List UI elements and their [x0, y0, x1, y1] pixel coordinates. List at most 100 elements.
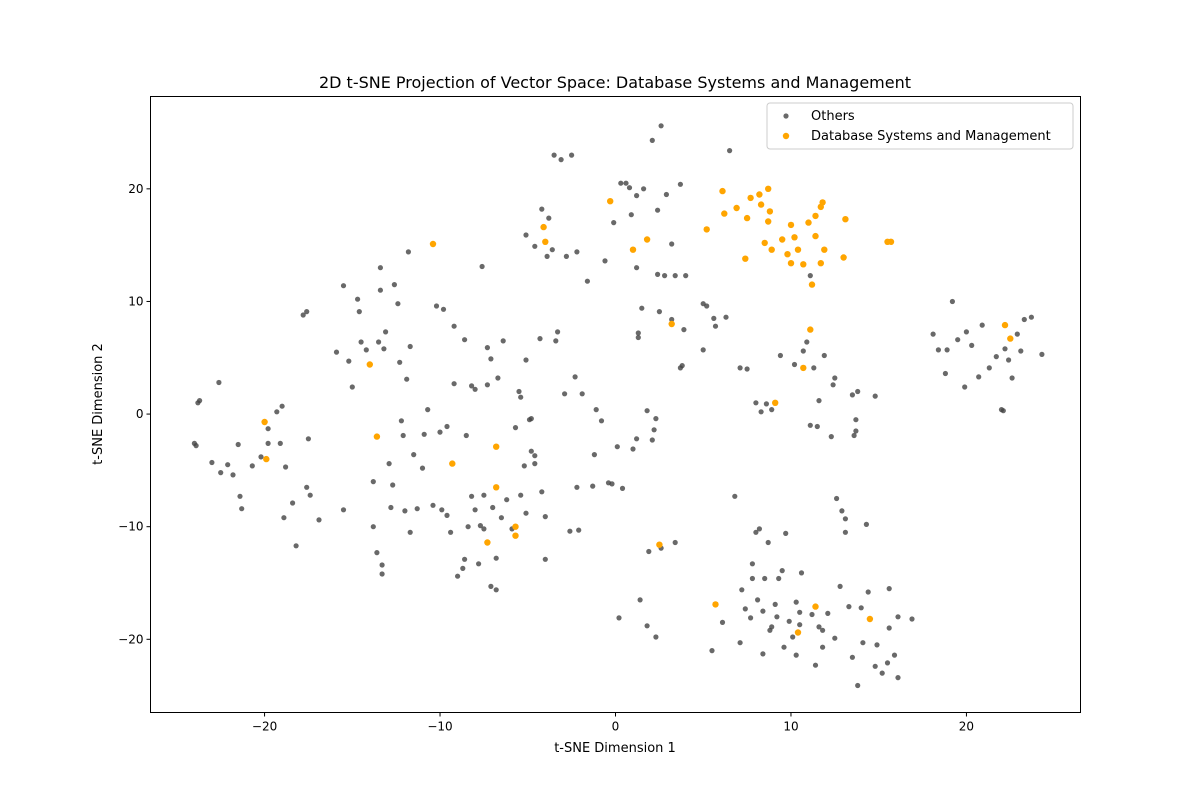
point-others: [656, 309, 663, 315]
point-database-systems: [765, 218, 772, 225]
point-others: [532, 461, 538, 467]
point-others: [860, 640, 866, 646]
point-others: [855, 388, 861, 395]
legend-marker-database: [782, 132, 790, 140]
point-others: [370, 479, 376, 485]
point-database-systems: [821, 246, 828, 253]
point-others: [609, 481, 615, 487]
point-others: [742, 606, 748, 612]
point-database-systems: [819, 199, 826, 206]
point-others: [598, 418, 605, 424]
point-others: [839, 508, 845, 514]
point-others: [616, 615, 622, 621]
point-others: [398, 418, 404, 424]
point-others: [865, 589, 871, 595]
legend-label-others: Others: [811, 109, 855, 124]
point-others: [655, 207, 661, 213]
point-others: [376, 339, 382, 345]
point-others: [546, 215, 552, 221]
point-others: [879, 670, 885, 676]
point-others: [634, 265, 640, 271]
point-others: [469, 383, 475, 389]
point-others: [611, 220, 617, 226]
point-database-systems: [787, 260, 795, 267]
point-others: [828, 434, 834, 440]
point-others: [340, 507, 347, 513]
point-database-systems: [765, 185, 772, 192]
y-tick-label: 20: [128, 182, 143, 196]
point-others: [651, 427, 657, 433]
point-database-systems: [742, 255, 749, 262]
point-others: [637, 597, 643, 603]
point-database-systems: [1001, 321, 1009, 329]
point-others: [197, 398, 203, 404]
point-others: [477, 523, 483, 529]
point-others: [1006, 357, 1012, 363]
point-others: [574, 249, 580, 255]
point-others: [711, 315, 717, 321]
point-database-systems: [761, 239, 768, 247]
point-others: [986, 365, 992, 371]
point-others: [523, 232, 529, 238]
point-database-systems: [772, 399, 779, 406]
point-others: [218, 470, 224, 476]
point-database-systems: [887, 238, 895, 245]
point-others: [812, 662, 819, 668]
point-others: [239, 506, 245, 512]
point-others: [774, 614, 780, 620]
point-others: [305, 436, 311, 442]
point-others: [274, 409, 280, 415]
point-others: [930, 331, 936, 337]
point-others: [814, 423, 820, 430]
point-others: [944, 347, 950, 353]
point-others: [853, 428, 859, 434]
point-database-systems: [766, 208, 774, 215]
point-others: [349, 384, 355, 390]
point-others: [1039, 351, 1045, 357]
point-others: [523, 510, 529, 516]
point-others: [498, 515, 504, 521]
point-database-systems: [807, 326, 814, 333]
point-others: [346, 358, 352, 364]
point-others: [528, 448, 534, 454]
point-database-systems: [805, 219, 812, 226]
point-database-systems: [812, 603, 819, 610]
point-others: [976, 374, 982, 380]
point-database-systems: [703, 226, 710, 233]
point-others: [820, 627, 826, 633]
point-others: [797, 609, 803, 615]
point-others: [279, 403, 285, 409]
point-database-systems: [493, 484, 500, 491]
point-others: [681, 327, 687, 333]
point-others: [390, 482, 396, 488]
point-others: [762, 575, 768, 582]
point-others: [407, 529, 413, 535]
point-others: [383, 329, 389, 335]
point-others: [769, 407, 775, 413]
point-others: [448, 529, 454, 535]
point-others: [433, 303, 440, 309]
point-others: [630, 446, 636, 452]
point-others: [1009, 375, 1015, 381]
point-database-systems: [733, 204, 740, 212]
point-database-systems: [794, 246, 802, 253]
x-tick-label: 20: [959, 720, 974, 734]
point-others: [679, 363, 685, 369]
point-others: [225, 462, 231, 468]
point-others: [304, 484, 310, 490]
x-axis-ticks: −20 −10 0 10 20: [252, 712, 974, 734]
point-others: [451, 323, 457, 329]
point-others: [646, 548, 652, 555]
legend-marker-others: [783, 113, 789, 119]
point-others: [846, 604, 852, 610]
point-others: [683, 273, 689, 279]
point-others: [776, 575, 782, 582]
x-tick-label: −10: [427, 720, 452, 734]
point-others: [993, 354, 999, 360]
point-others: [555, 329, 561, 335]
point-others: [1002, 346, 1008, 352]
point-others: [304, 309, 310, 315]
point-others: [783, 530, 789, 537]
point-others: [634, 436, 640, 442]
